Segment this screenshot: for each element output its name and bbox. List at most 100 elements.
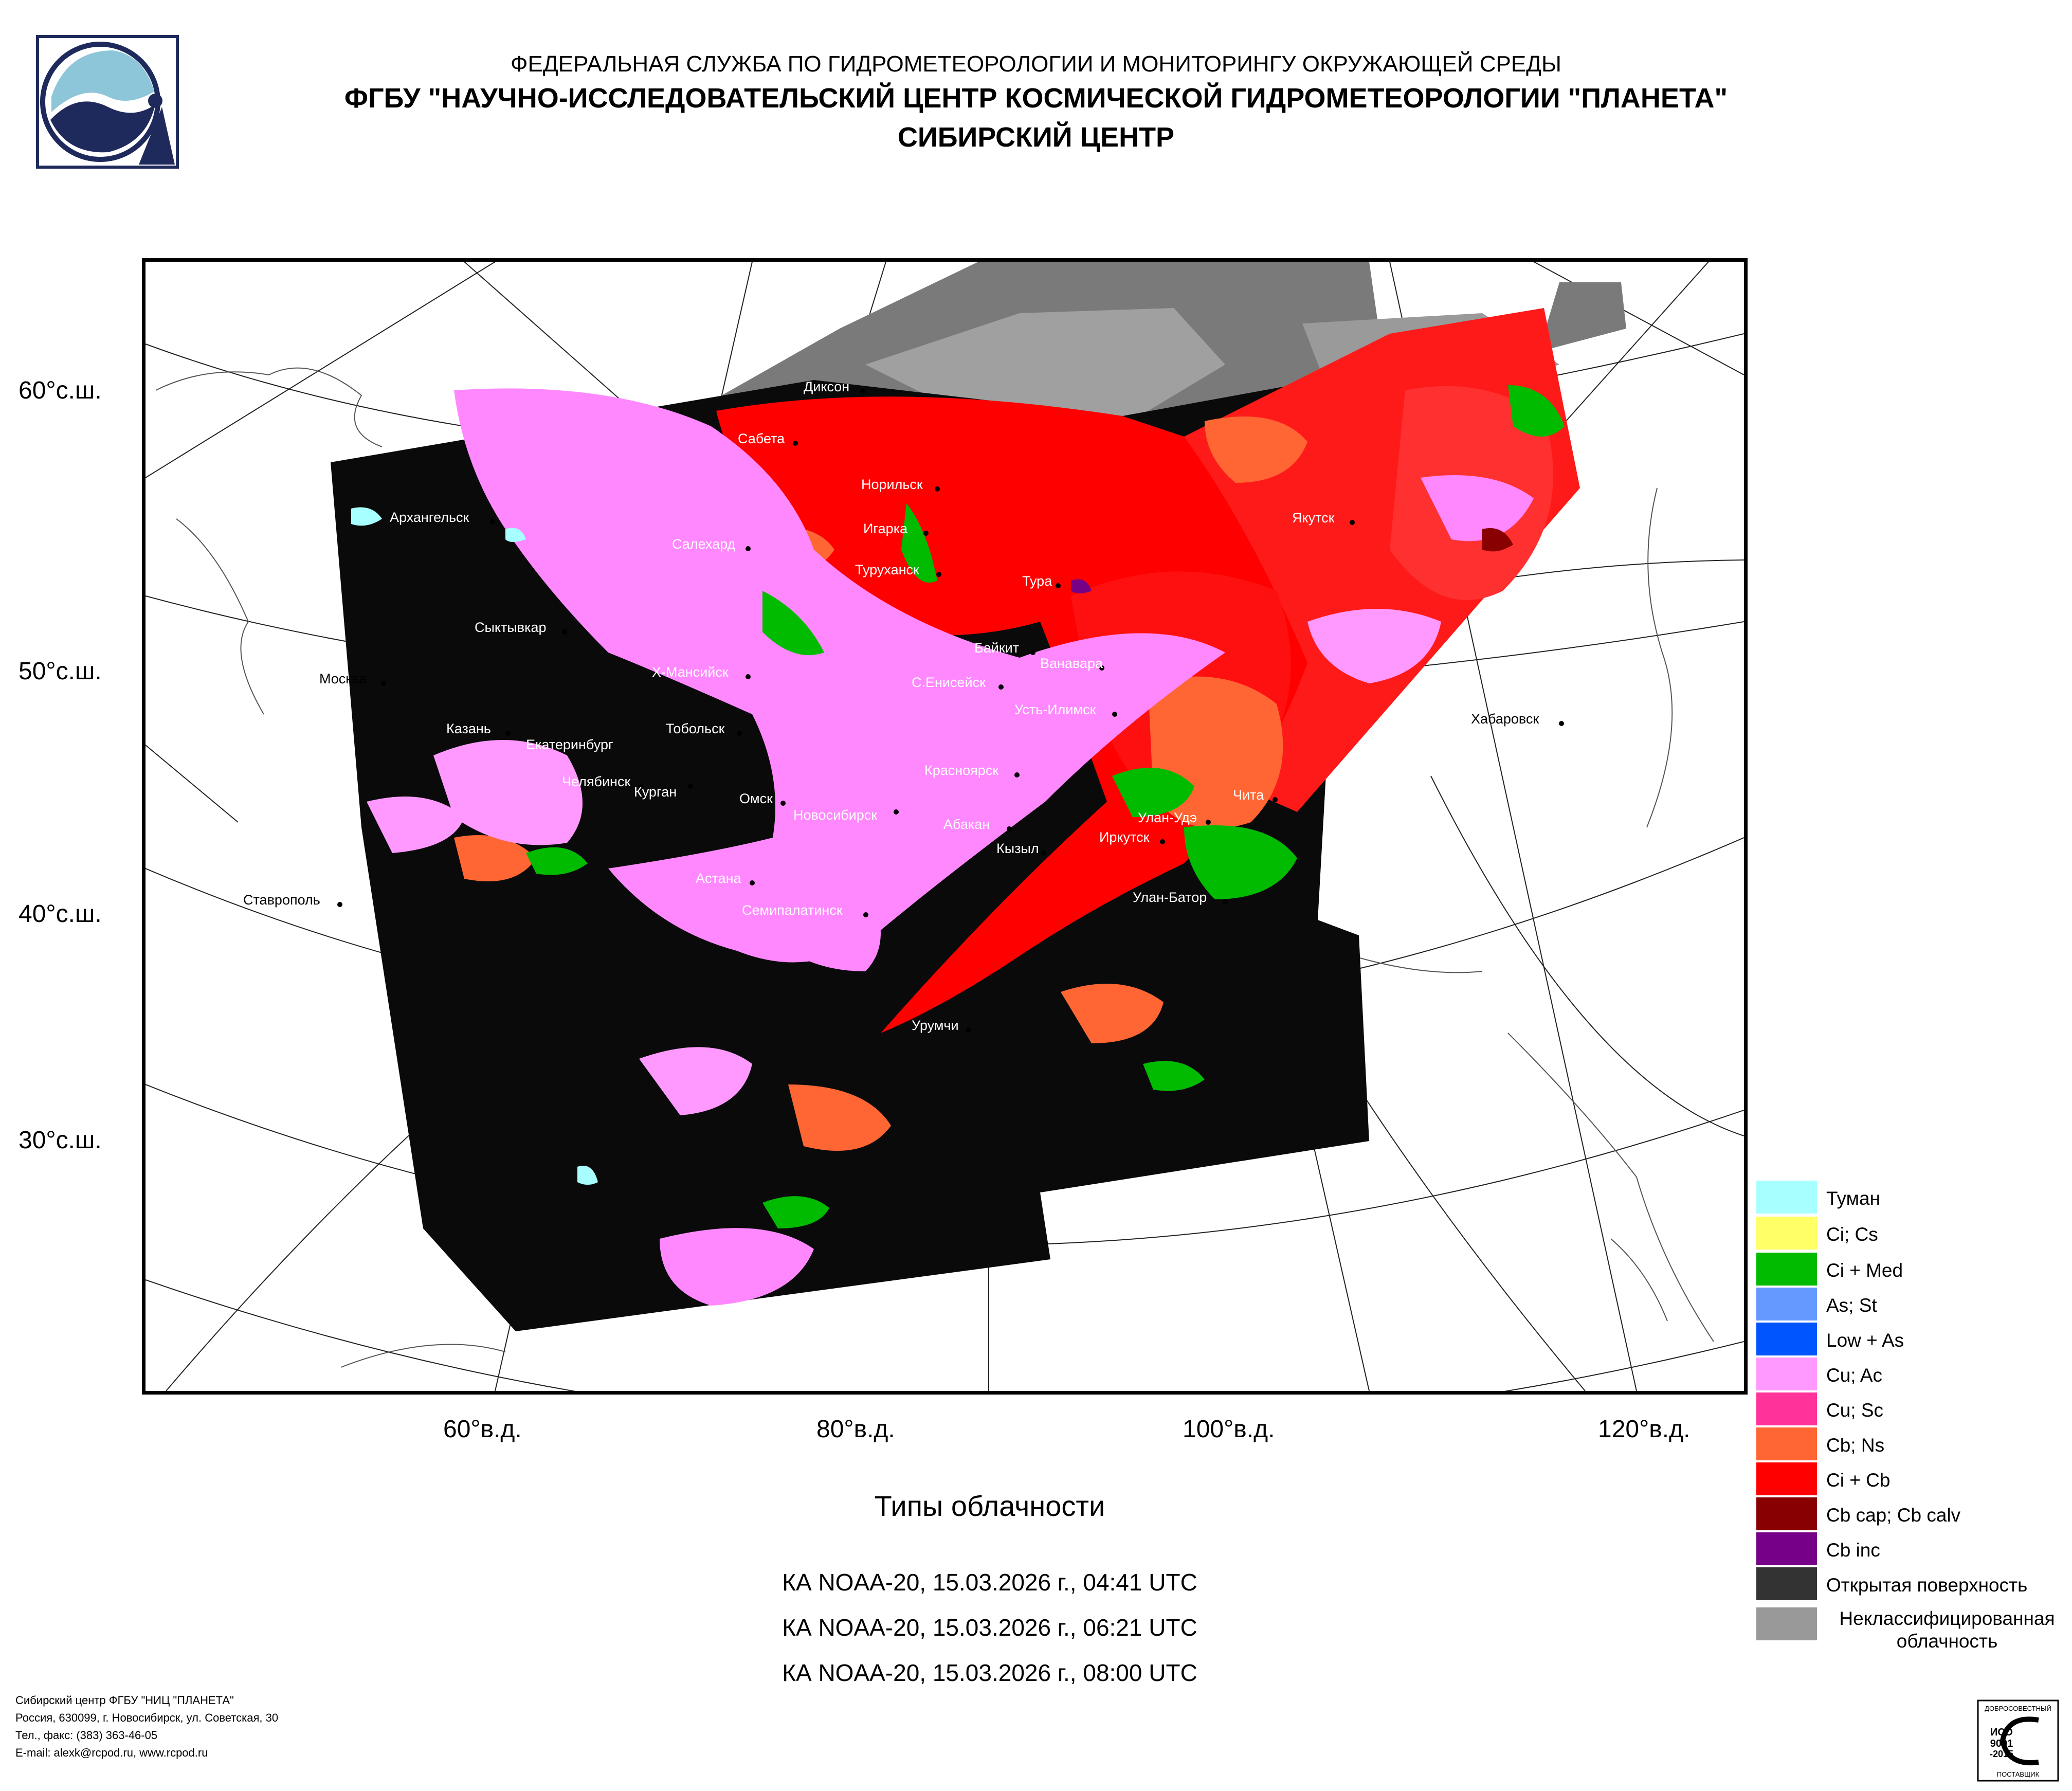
legend-swatch <box>1756 1358 1817 1390</box>
city-label: Улан-Батор <box>1133 890 1207 905</box>
lon-label-80: 80°в.д. <box>816 1416 895 1443</box>
lon-label-60: 60°в.д. <box>443 1416 522 1443</box>
header-center: СИБИРСКИЙ ЦЕНТР <box>897 122 1175 153</box>
city-markers <box>337 389 1564 1033</box>
city-label: Архангельск <box>390 510 469 525</box>
iso-line2: 9001 <box>1990 1738 2013 1749</box>
legend-item: Открытая поверхность <box>1756 1567 2065 1603</box>
city-label: Сабета <box>738 431 785 446</box>
legend-item: Ci + Cb <box>1756 1462 2065 1498</box>
lat-label-40: 40°с.ш. <box>19 900 102 928</box>
city-label: Кызыл <box>996 841 1039 856</box>
city-label: Улан-Удэ <box>1138 810 1197 825</box>
map-title: Типы облачности <box>874 1490 1105 1522</box>
city-label: Норильск <box>861 477 923 492</box>
legend-swatch <box>1756 1323 1817 1355</box>
planeta-logo <box>36 35 179 169</box>
legend-item: Ci; Cs <box>1756 1217 2065 1253</box>
city-label: Челябинск <box>562 774 630 789</box>
city-label: С.Енисейск <box>912 675 986 690</box>
city-label: Тобольск <box>666 721 725 736</box>
city-label: Семипалатинск <box>742 902 843 918</box>
city-label: Омск <box>739 791 773 806</box>
city-label: Казань <box>446 721 491 736</box>
cloud-classes <box>351 385 1565 1306</box>
city-label: Усть-Илимск <box>1014 702 1096 717</box>
legend-label: Открытая поверхность <box>1826 1575 2028 1596</box>
iso-line3: -2015 <box>1990 1749 2013 1759</box>
legend-label: Cb; Ns <box>1826 1435 1885 1456</box>
legend-swatch <box>1756 1497 1817 1530</box>
footer-org: Сибирский центр ФГБУ "НИЦ "ПЛАНЕТА" <box>15 1694 234 1707</box>
satellite-pass-2: КА NOAA-20, 15.03.2026 г., 06:21 UTC <box>782 1614 1197 1641</box>
city-label: Салехард <box>672 536 736 552</box>
legend-item: Cb cap; Cb calv <box>1756 1497 2065 1533</box>
iso-bottom-text: ПОСТАВЩИК <box>1997 1770 2040 1778</box>
header-organization: ФГБУ "НАУЧНО-ИССЛЕДОВАТЕЛЬСКИЙ ЦЕНТР КОС… <box>344 83 1728 114</box>
city-label: Тура <box>1022 573 1052 589</box>
satellite-pass-1: КА NOAA-20, 15.03.2026 г., 04:41 UTC <box>782 1569 1197 1596</box>
city-label: Астана <box>696 871 741 886</box>
legend-item: Неклассифицированная облачность <box>1756 1607 2065 1652</box>
legend-swatch <box>1756 1288 1817 1320</box>
legend-label: As; St <box>1826 1295 1877 1316</box>
legend-item: Туман <box>1756 1181 2065 1217</box>
footer-contacts: Сибирский центр ФГБУ "НИЦ "ПЛАНЕТА" Росс… <box>15 1692 278 1762</box>
city-label: Игарка <box>863 521 908 536</box>
legend-label: Cb inc <box>1826 1540 1880 1561</box>
legend-item: Cb; Ns <box>1756 1427 2065 1463</box>
city-label: Чита <box>1233 787 1264 803</box>
city-label: Якутск <box>1292 510 1335 526</box>
legend-swatch <box>1756 1217 1817 1250</box>
legend-swatch <box>1756 1462 1817 1495</box>
iso-top-text: ДОБРОСОВЕСТНЫЙ <box>1985 1705 2051 1712</box>
legend-label: Cu; Ac <box>1826 1365 1882 1386</box>
city-label: Ванавара <box>1040 656 1103 671</box>
legend-item: Cu; Sc <box>1756 1392 2065 1428</box>
lon-label-100: 100°в.д. <box>1183 1416 1275 1443</box>
legend-item: Cu; Ac <box>1756 1358 2065 1394</box>
iso-line1: ИСО <box>1990 1727 2013 1738</box>
city-label: Иркутск <box>1099 829 1150 845</box>
header-agency: ФЕДЕРАЛЬНАЯ СЛУЖБА ПО ГИДРОМЕТЕОРОЛОГИИ … <box>511 51 1561 77</box>
lat-label-60: 60°с.ш. <box>19 377 102 404</box>
city-label: Новосибирск <box>793 807 877 823</box>
legend-label: Low + As <box>1826 1330 1904 1351</box>
satellite-pass-3: КА NOAA-20, 15.03.2026 г., 08:00 UTC <box>782 1659 1197 1686</box>
footer-address: Россия, 630099, г. Новосибирск, ул. Сове… <box>15 1711 279 1724</box>
legend-label: Ci + Cb <box>1826 1470 1891 1491</box>
legend-swatch <box>1756 1253 1817 1286</box>
legend-label: Неклассифицированная облачность <box>1839 1608 2055 1652</box>
legend-label: Ci; Cs <box>1826 1224 1878 1245</box>
legend-item: Cb inc <box>1756 1532 2065 1568</box>
footer-phone: Тел., факс: (383) 363-46-05 <box>15 1729 158 1742</box>
legend-swatch <box>1756 1427 1817 1460</box>
city-label: Ставрополь <box>243 892 320 908</box>
city-label: Хабаровск <box>1471 711 1539 727</box>
legend-item: Ci + Med <box>1756 1253 2065 1289</box>
city-labels: Диксон Сабета Норильск Архангельск Игарк… <box>243 379 1539 1033</box>
legend-item: Low + As <box>1756 1323 2065 1359</box>
legend-label: Туман <box>1826 1188 1881 1209</box>
footer-email: E-mail: alexk@rcpod.ru, www.rcpod.ru <box>15 1746 208 1759</box>
city-label: Красноярск <box>924 763 998 778</box>
lat-label-30: 30°с.ш. <box>19 1127 102 1154</box>
city-label: Диксон <box>804 379 849 394</box>
legend-item: As; St <box>1756 1288 2065 1324</box>
city-label: Байкит <box>974 640 1019 656</box>
legend-swatch <box>1756 1392 1817 1425</box>
city-label: Москва <box>319 671 367 686</box>
city-label: Екатеринбург <box>526 737 613 752</box>
iso-9001-badge: ДОБРОСОВЕСТНЫЙ ИСО 9001 -2015 ПОСТАВЩИК <box>1977 1699 2059 1782</box>
lat-label-50: 50°с.ш. <box>19 658 102 685</box>
lon-label-120: 120°в.д. <box>1598 1416 1691 1443</box>
city-label: Курган <box>634 784 677 800</box>
city-label: Урумчи <box>912 1018 959 1033</box>
legend-swatch <box>1756 1567 1817 1600</box>
legend-swatch <box>1756 1532 1817 1565</box>
legend-label: Cb cap; Cb calv <box>1826 1505 1961 1526</box>
coastlines <box>155 367 1714 1368</box>
city-label: Сыктывкар <box>475 620 547 635</box>
legend-swatch <box>1756 1181 1817 1214</box>
legend-label: Cu; Sc <box>1826 1400 1884 1421</box>
